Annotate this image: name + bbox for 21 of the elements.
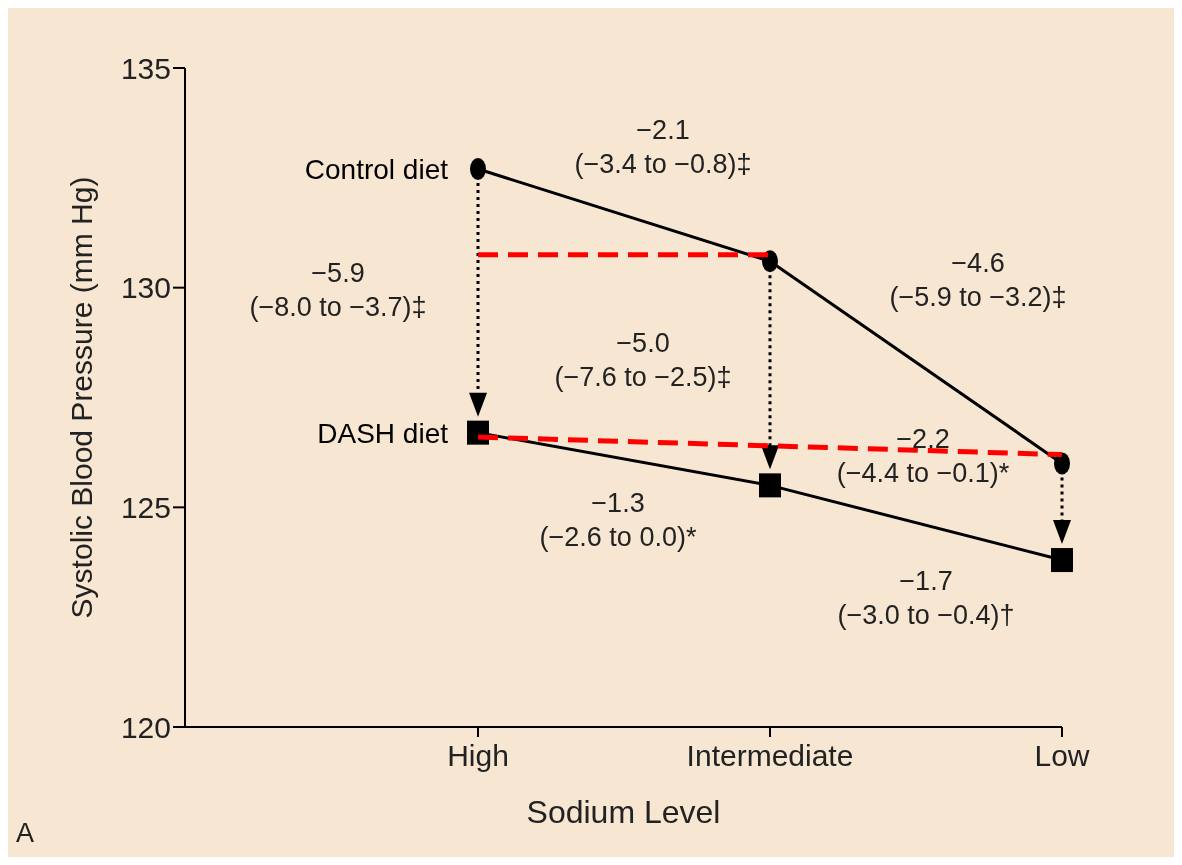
point xyxy=(759,473,781,498)
y-tick-label: 130 xyxy=(120,271,171,305)
series-label: Control diet xyxy=(304,154,449,186)
y-axis-title: Systolic Blood Pressure (mm Hg) xyxy=(64,176,98,619)
annotation: −5.0 (−7.6 to −2.5)‡ xyxy=(553,327,733,394)
annotation: −1.7 (−3.0 to −0.4)† xyxy=(836,565,1016,632)
point xyxy=(1051,548,1073,573)
x-tick-label: Intermediate xyxy=(686,739,854,773)
annotation: −2.1 (−3.4 to −0.8)‡ xyxy=(573,114,753,181)
x-tick-label: Low xyxy=(1034,739,1090,773)
x-tick-label: High xyxy=(447,739,509,773)
x-axis-title: Sodium Level xyxy=(526,794,721,830)
y-tick-label: 135 xyxy=(120,51,171,85)
annotation: −2.2 (−4.4 to −0.1)* xyxy=(835,423,1011,490)
annotation: −4.6 (−5.9 to −3.2)‡ xyxy=(888,247,1068,314)
text: A xyxy=(16,817,35,850)
annotation: −5.9 (−8.0 to −3.7)‡ xyxy=(248,257,428,324)
y-tick-label: 120 xyxy=(120,710,171,744)
series-label: DASH diet xyxy=(317,417,449,449)
annotation: −1.3 (−2.6 to 0.0)* xyxy=(538,487,698,554)
y-tick-label: 125 xyxy=(120,490,171,524)
